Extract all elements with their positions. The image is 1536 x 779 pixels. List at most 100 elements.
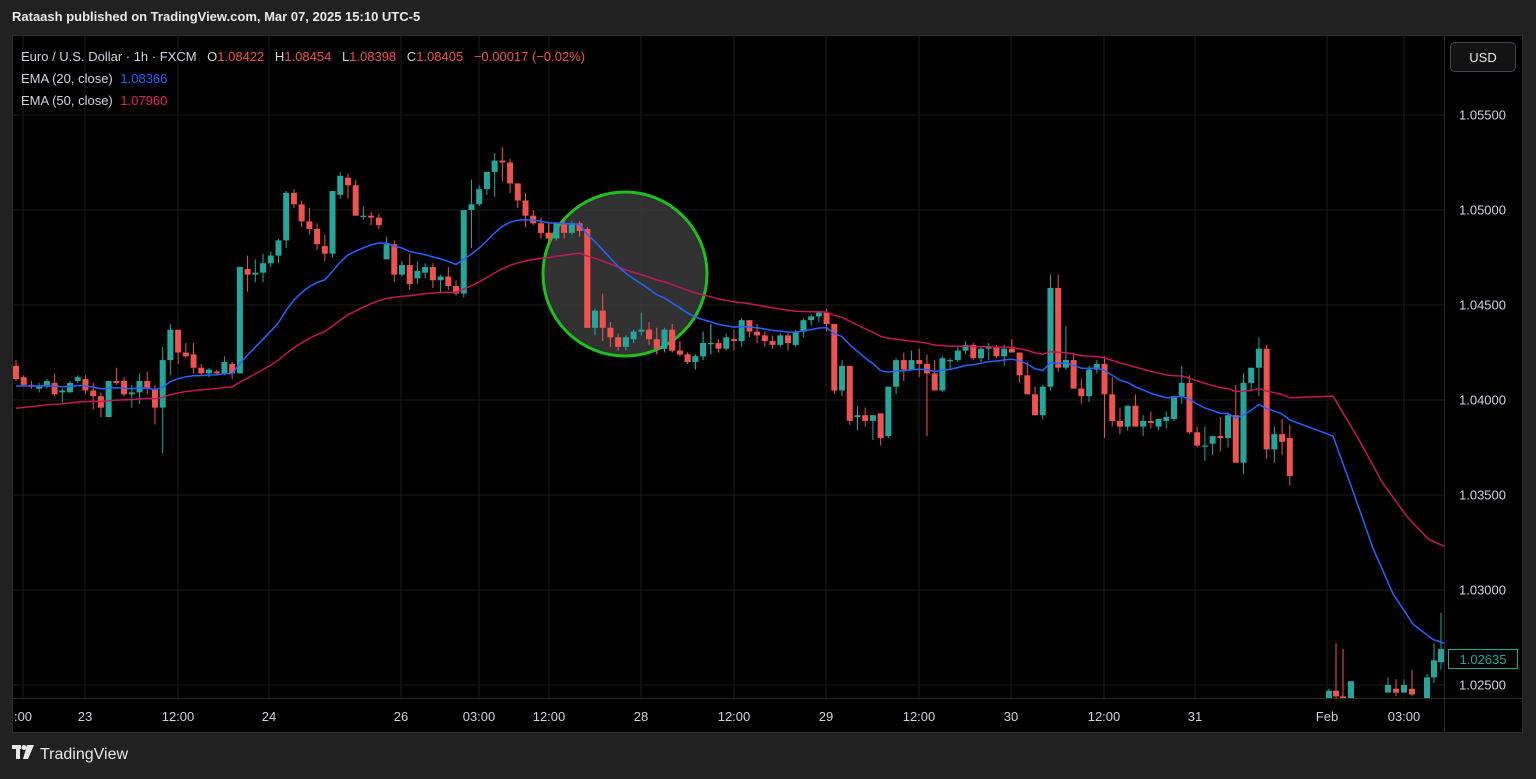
candle-body — [167, 329, 174, 361]
candle-body — [854, 415, 861, 418]
time-label: 12:00 — [161, 709, 195, 724]
candle-body — [715, 343, 722, 349]
candle-body — [275, 240, 282, 256]
candle-body — [676, 350, 683, 355]
candle-body — [391, 244, 398, 275]
candle-body — [136, 381, 143, 393]
candle-body — [537, 223, 544, 233]
candle-body — [453, 286, 460, 294]
candle-body — [1255, 348, 1262, 368]
candle-body — [1424, 677, 1430, 698]
candle-body — [229, 363, 236, 374]
plot-area[interactable]: Euro / U.S. Dollar · 1h · FXCM O1.08422 … — [13, 36, 1444, 698]
candle-body — [978, 348, 984, 359]
price-label: 1.04500 — [1459, 297, 1506, 313]
candle-body — [1163, 417, 1170, 421]
time-label: 12:00 — [1087, 709, 1121, 724]
time-axis[interactable]: :00 23 12:00 24 26 03:00 12:00 28 12:00 29 12:00 30… — [13, 698, 1444, 732]
candle-body — [553, 223, 560, 239]
candle-body — [298, 204, 305, 222]
candle-body — [383, 244, 390, 260]
publisher-header: Rataash published on TradingView.com, Ma… — [12, 9, 421, 24]
price-label: 1.03500 — [1459, 487, 1506, 503]
candle-body — [236, 267, 243, 374]
candle-body — [939, 358, 946, 391]
candle-body — [491, 160, 498, 172]
candle-body — [321, 246, 328, 254]
candle-body — [893, 360, 900, 387]
price-label: 1.04000 — [1459, 392, 1506, 408]
candle-body — [1409, 688, 1415, 695]
price-axis[interactable]: USD 1.02635 1.05500 1.05000 1.04500 1.04000… — [1444, 36, 1522, 698]
candle-body — [445, 276, 452, 286]
candle-body — [144, 381, 151, 389]
candle-body — [839, 365, 846, 391]
candle-body — [962, 344, 969, 351]
candle-body — [468, 204, 475, 210]
symbol-title[interactable]: Euro / U.S. Dollar · 1h · FXCM — [21, 49, 197, 64]
ema50-line — [15, 252, 1444, 547]
candle-body — [514, 183, 521, 201]
candle-body — [815, 312, 822, 317]
candle-body — [985, 346, 992, 349]
candle-body — [954, 350, 961, 361]
candle-body — [584, 229, 591, 328]
candle-body — [1124, 405, 1131, 427]
candle-body — [213, 371, 220, 374]
time-label: 30 — [1003, 709, 1019, 724]
candle-body — [128, 392, 135, 395]
candlestick-chart[interactable] — [13, 36, 1444, 698]
candle-body — [846, 365, 853, 421]
candle-body — [792, 331, 799, 345]
candle-body — [1155, 419, 1162, 427]
candle-body — [1008, 348, 1015, 353]
candle-body — [561, 223, 568, 233]
change-value: −0.00017 (−0.02%) — [473, 49, 586, 64]
time-label: 12:00 — [532, 709, 566, 724]
chart-frame: Euro / U.S. Dollar · 1h · FXCM O1.08422 … — [12, 35, 1523, 733]
legend-ema50-row[interactable]: EMA (50, close) 1.07960 — [21, 90, 585, 112]
candle-body — [13, 365, 19, 380]
candle-body — [615, 337, 622, 347]
highlight-circle — [541, 190, 709, 358]
candle-body — [329, 191, 336, 254]
high-key: H — [274, 49, 285, 64]
candle-body — [1132, 405, 1139, 427]
candle-body — [1109, 394, 1116, 421]
candle-body — [923, 363, 930, 374]
candle-body — [823, 312, 830, 324]
low-key: L — [341, 49, 350, 64]
candle-body — [993, 346, 1000, 357]
candle-body — [499, 160, 506, 163]
currency-button[interactable]: USD — [1450, 42, 1516, 72]
candle-body — [862, 415, 869, 421]
time-label: 12:00 — [902, 709, 936, 724]
candle-body — [738, 320, 745, 342]
candle-body — [700, 343, 707, 357]
price-label: 1.03000 — [1459, 582, 1506, 598]
candle-body — [368, 215, 375, 218]
candle-body — [82, 379, 89, 391]
legend-ema20-row[interactable]: EMA (20, close) 1.08366 — [21, 68, 585, 90]
candle-body — [399, 265, 405, 275]
candle-body — [306, 221, 313, 229]
candle-body — [20, 377, 27, 385]
candle-body — [244, 268, 251, 275]
candle-body — [522, 200, 529, 216]
time-label: 03:00 — [462, 709, 496, 724]
candle-body — [607, 327, 614, 338]
candle-body — [113, 381, 120, 383]
candle-body — [599, 310, 606, 328]
candle-body — [1240, 382, 1247, 463]
candle-body — [476, 189, 483, 205]
ema50-label: EMA (50, close) — [21, 93, 113, 108]
time-label: 23 — [77, 709, 93, 724]
candle-body — [1393, 688, 1399, 693]
candle-body — [1039, 386, 1046, 416]
candle-body — [352, 185, 359, 216]
candle-body — [105, 381, 112, 418]
tradingview-logo[interactable]: TradingView — [12, 745, 128, 764]
time-label: 29 — [818, 709, 834, 724]
candle-body — [646, 329, 653, 340]
candle-body — [1286, 438, 1293, 476]
